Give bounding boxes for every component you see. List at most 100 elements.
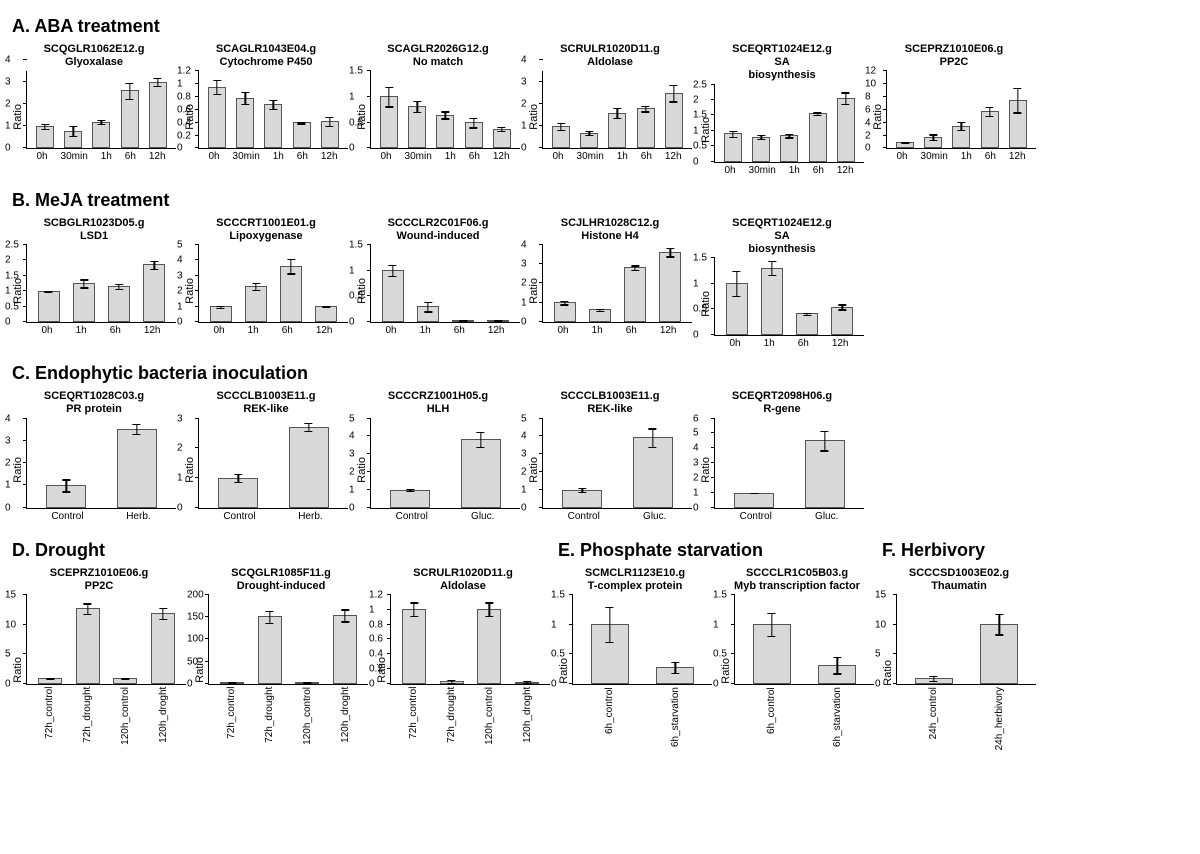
plot-box: Ratio00.511.50h1h6h12h xyxy=(356,245,520,336)
y-tick-label: 0 xyxy=(875,678,881,689)
y-tick-label: 15 xyxy=(5,589,16,600)
error-bar xyxy=(609,607,610,643)
error-bar xyxy=(673,85,674,103)
x-labels: 0h1h6h12h xyxy=(26,325,176,336)
y-tick-label: 0.2 xyxy=(177,130,191,141)
bar xyxy=(208,87,226,149)
error-bar xyxy=(582,488,583,493)
chart-row: SCQGLR1062E12.g GlyoxalaseRatio012340h30… xyxy=(12,43,1188,176)
bar xyxy=(796,313,818,335)
bar xyxy=(552,126,570,148)
error-bar xyxy=(125,678,126,679)
y-tick-label: 1.5 xyxy=(349,239,363,250)
chart-title: SCRULR1020D11.g Aldolase xyxy=(560,43,660,69)
x-tick-label: 6h xyxy=(469,151,480,162)
bars-container xyxy=(199,245,348,322)
y-tick-label: 1 xyxy=(521,297,527,308)
x-tick-label: 12h xyxy=(832,338,849,349)
error-bar xyxy=(501,127,502,132)
section-group: D. DroughtSCEPRZ1010E06.g PP2CRatio05101… xyxy=(12,536,1188,765)
bar xyxy=(831,307,853,336)
y-tick-label: 1 xyxy=(5,480,11,491)
x-tick-label: 1h xyxy=(101,151,112,162)
chart-title: SCCCLR2C01F06.g Wound-induced xyxy=(388,217,489,243)
chart: SCAGLR1043E04.g Cytochrome P450Ratio00.2… xyxy=(184,43,348,176)
error-bar xyxy=(771,261,772,277)
chart: SCBGLR1023D05.g LSD1Ratio00.511.522.50h1… xyxy=(12,217,176,350)
x-tick-label: 1h xyxy=(789,165,800,176)
y-tick-label: 6 xyxy=(693,413,699,424)
bars-container xyxy=(735,595,874,684)
y-tick-label: 100 xyxy=(187,634,204,645)
bars-container xyxy=(543,419,692,508)
chart-title: SCEQRT1024E12.g SA biosynthesis xyxy=(732,43,832,83)
chart-title: SCJLHR1028C12.g Histone H4 xyxy=(561,217,659,243)
bar xyxy=(580,133,598,149)
plot-area: 012345 xyxy=(198,245,348,323)
error-bar xyxy=(154,261,155,270)
y-tick-label: 2 xyxy=(349,466,355,477)
y-tick-label: 3 xyxy=(521,77,527,88)
bars-container xyxy=(543,245,692,322)
figure-root: A. ABA treatmentSCQGLR1062E12.g Glyoxala… xyxy=(12,16,1188,764)
error-bar xyxy=(754,493,755,495)
y-tick-label: 3 xyxy=(5,435,11,446)
x-labels: ControlHerb. xyxy=(26,511,176,522)
error-bar xyxy=(837,657,838,675)
chart-row: SCMCLR1123E10.g T-complex proteinRatio00… xyxy=(558,567,874,747)
plot-box: Ratio00.511.522.50h1h6h12h xyxy=(12,245,176,336)
y-tick-label: 1 xyxy=(177,301,183,312)
x-tick-label: 30min xyxy=(61,151,88,162)
y-tick-label: 5 xyxy=(5,649,11,660)
plot-area: 01234 xyxy=(26,71,176,149)
plot-area: 012345 xyxy=(370,419,520,509)
bar xyxy=(805,440,845,508)
bars-container xyxy=(715,419,864,508)
plot-area: 051015 xyxy=(896,595,1036,685)
bar xyxy=(245,286,267,322)
chart-title: SCCCLR1C05B03.g Myb transcription factor xyxy=(734,567,860,593)
x-tick-label: 12h xyxy=(837,165,854,176)
error-bar xyxy=(564,301,565,306)
y-tick-label: 0.5 xyxy=(551,649,565,660)
x-tick-label: 1h xyxy=(76,325,87,336)
plot-box: Ratio00.511.56h_control6h_starvation xyxy=(720,595,874,747)
x-tick-label: 30min xyxy=(577,151,604,162)
chart-title: SCAGLR1043E04.g Cytochrome P450 xyxy=(216,43,316,69)
y-tick-label: 1 xyxy=(521,484,527,495)
y-tick-label: 2 xyxy=(693,472,699,483)
y-axis-label: Ratio xyxy=(558,658,570,684)
y-tick-label: 0.5 xyxy=(349,291,363,302)
y-tick-label: 3 xyxy=(521,449,527,460)
error-bar xyxy=(462,320,463,321)
error-bar xyxy=(83,279,84,288)
x-tick-label: 30min xyxy=(921,151,948,162)
y-tick-label: 0 xyxy=(5,502,11,513)
y-tick-label: 0 xyxy=(693,502,699,513)
y-tick-label: 4 xyxy=(521,431,527,442)
chart: SCEQRT1028C03.g PR proteinRatio01234Cont… xyxy=(12,390,176,521)
y-tick-label: 0 xyxy=(349,316,355,327)
error-bar xyxy=(771,613,772,637)
bar xyxy=(633,437,673,507)
y-tick-label: 3 xyxy=(177,413,183,424)
plot-box: Ratio0246810120h30min1h6h12h xyxy=(872,71,1036,162)
x-labels: 0h30min1h6h12h xyxy=(198,151,348,162)
y-tick-label: 1.5 xyxy=(551,589,565,600)
y-axis-label: Ratio xyxy=(12,457,24,483)
bars-container xyxy=(27,71,176,148)
plot-box: Ratio00.20.40.60.811.20h30min1h6h12h xyxy=(184,71,348,162)
error-bar xyxy=(933,676,934,682)
chart-title: SCQGLR1062E12.g Glyoxalase xyxy=(44,43,145,69)
chart: SCCCSD1003E02.g ThaumatinRatio05101524h_… xyxy=(882,567,1036,751)
bar xyxy=(258,616,282,684)
chart: SCJLHR1028C12.g Histone H4Ratio012340h1h… xyxy=(528,217,692,350)
error-bar xyxy=(136,424,137,435)
y-tick-label: 3 xyxy=(521,259,527,270)
chart: SCEPRZ1010E06.g PP2CRatio05101572h_contr… xyxy=(12,567,186,745)
bar xyxy=(113,678,137,684)
x-tick-label: 0h xyxy=(213,325,224,336)
bars-container xyxy=(199,419,348,508)
x-tick-label: 12h xyxy=(144,325,161,336)
bar xyxy=(408,106,426,149)
